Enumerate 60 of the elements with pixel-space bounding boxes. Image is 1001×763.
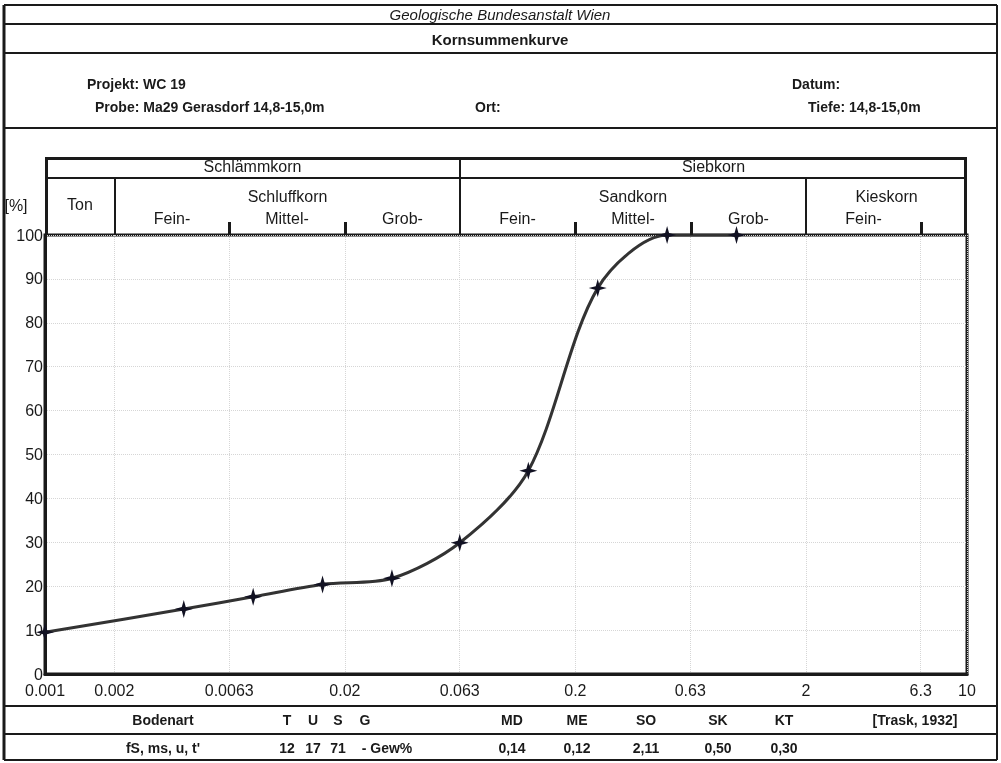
text: 17 — [305, 740, 321, 756]
x-tick-label: 6.3 — [909, 681, 932, 699]
text: [Trask, 1932] — [872, 712, 958, 728]
point — [588, 279, 607, 298]
y-tick-label: 70 — [25, 358, 44, 376]
text: 2,11 — [632, 740, 660, 756]
point — [244, 587, 263, 606]
text: 71 — [330, 740, 346, 756]
text: Ort: — [475, 99, 501, 115]
text: fS, ms, u, t' — [125, 740, 201, 756]
y-tick-label: 100 — [16, 226, 44, 244]
text: T — [282, 712, 292, 728]
text: G — [359, 712, 371, 728]
text: 0,12 — [563, 740, 591, 756]
chart-title: Kornsummenkurve — [431, 30, 569, 48]
point — [174, 600, 193, 619]
point — [450, 533, 469, 552]
y-tick-label: 20 — [25, 577, 44, 595]
text: S — [333, 712, 343, 728]
x-tick-label: 0.63 — [674, 681, 706, 699]
grain-size-header: Schlämmkorn Siebkorn Ton Schluffkorn Sandkorn Kieskorn Fein- Mittel- Grob- Fein- Mittel- Grob- Fein- — [45, 157, 967, 235]
x-tick-label: 0.02 — [329, 681, 361, 699]
x-tick-label: 0.001 — [24, 681, 66, 699]
y-tick-label: 90 — [25, 270, 44, 288]
text: Probe: Ma29 Gerasdorf 14,8-15,0m — [95, 99, 325, 115]
text: 0,50 — [704, 740, 732, 756]
text: SO — [635, 712, 657, 728]
x-tick-label: 10 — [958, 681, 976, 699]
y-axis-title: [%] — [4, 196, 28, 214]
text: 0,14 — [498, 740, 526, 756]
text: 12 — [279, 740, 295, 756]
text: Tiefe: 14,8-15,0m — [808, 99, 921, 115]
y-tick-label: 80 — [25, 314, 44, 332]
text: 0,30 — [770, 740, 798, 756]
text: ME — [566, 712, 588, 728]
y-tick-label: 10 — [25, 621, 44, 639]
chart-subtitle: Geologische Bundesanstalt Wien — [389, 5, 611, 23]
x-tick-label: 0.002 — [94, 681, 135, 699]
text: KT — [774, 712, 794, 728]
text: MD — [501, 712, 523, 728]
text: Datum: — [792, 76, 841, 92]
text: U — [307, 712, 319, 728]
x-tick-label: 0.063 — [439, 681, 480, 699]
point — [519, 461, 538, 480]
y-tick-label: 40 — [25, 489, 44, 507]
point — [727, 226, 746, 244]
y-tick-label: 30 — [25, 533, 44, 551]
point — [658, 226, 677, 244]
text: - Gew% — [361, 740, 413, 756]
point — [313, 575, 332, 594]
x-tick-label: 0.0063 — [204, 681, 254, 699]
text: Bodenart — [132, 712, 195, 728]
point — [382, 569, 401, 588]
y-tick-label: 0 — [34, 665, 44, 683]
y-tick-label: 60 — [25, 402, 44, 420]
y-tick-label: 50 — [25, 446, 44, 463]
text: Projekt: WC 19 — [87, 76, 187, 92]
x-tick-label: 0.2 — [564, 681, 587, 699]
x-tick-label: 2 — [801, 681, 811, 699]
text: SK — [708, 712, 728, 728]
